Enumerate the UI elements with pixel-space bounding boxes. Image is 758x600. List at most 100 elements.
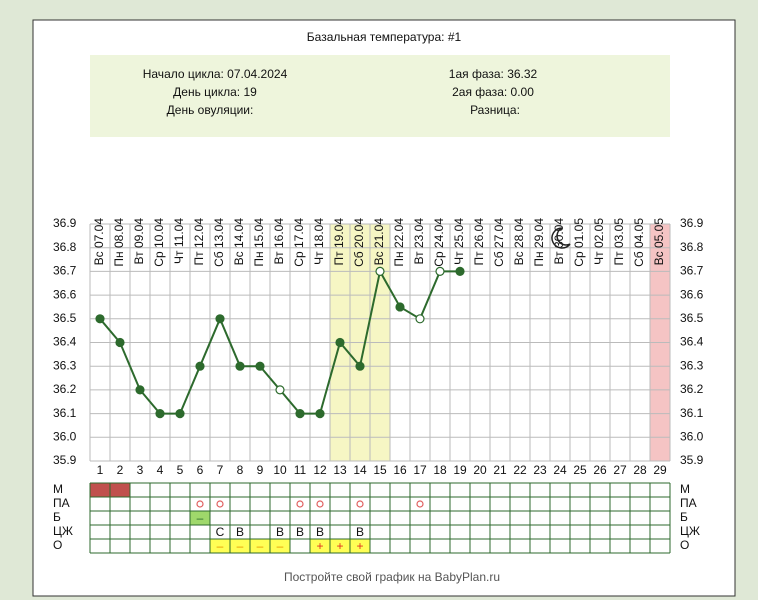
- moon-icon: [551, 227, 571, 249]
- x-tick-label: 9: [257, 463, 264, 477]
- cell-text: –: [257, 539, 264, 553]
- date-label: Сб 13.04: [212, 218, 226, 267]
- x-tick-label: 6: [197, 463, 204, 477]
- date-label: Пт 03.05: [612, 218, 626, 266]
- y-tick-label-right: 36.7: [680, 264, 704, 278]
- temperature-point: [415, 314, 425, 324]
- x-tick-label: 15: [373, 463, 387, 477]
- x-tick-label: 25: [573, 463, 587, 477]
- date-label: Пн 08.04: [112, 218, 126, 267]
- date-label: Чт 02.05: [592, 218, 606, 265]
- cell-text: В: [296, 525, 304, 539]
- y-tick-label-right: 36.1: [680, 406, 704, 420]
- cell-symbol: [296, 500, 304, 508]
- temperature-point: [175, 409, 185, 419]
- cell-text: В: [276, 525, 284, 539]
- phase2: 2ая фаза: 0.00: [452, 85, 534, 99]
- cell-text: +: [336, 539, 343, 553]
- y-tick-label-right: 36.4: [680, 335, 704, 349]
- cell-text: В: [356, 525, 364, 539]
- row-label: О: [53, 538, 62, 552]
- cell-text: В: [236, 525, 244, 539]
- temperature-point: [375, 266, 385, 276]
- ovulation-day: День овуляции:: [167, 103, 254, 117]
- temperature-point: [115, 337, 125, 348]
- x-tick-label: 13: [333, 463, 347, 477]
- y-tick-label-right: 36.8: [680, 240, 704, 254]
- cycle-day: День цикла: 19: [173, 85, 257, 99]
- date-label: Пт 19.04: [332, 218, 346, 266]
- x-tick-label: 1: [97, 463, 104, 477]
- x-tick-label: 14: [353, 463, 367, 477]
- x-tick-label: 28: [633, 463, 647, 477]
- y-tick-label: 36.8: [53, 240, 77, 254]
- cell-text: +: [356, 539, 363, 553]
- row-label: ЦЖ: [53, 524, 73, 538]
- temperature-point: [395, 302, 405, 312]
- date-label: Пн 22.04: [392, 218, 406, 267]
- temperature-point: [95, 314, 105, 324]
- y-tick-label-right: 36.2: [680, 382, 704, 396]
- cell-symbol: [196, 500, 204, 508]
- cell-fill: [270, 539, 290, 553]
- date-label: Пн 29.04: [532, 218, 546, 267]
- date-label: Ср 24.04: [432, 218, 446, 267]
- cell-fill: [210, 539, 230, 553]
- x-tick-label: 18: [433, 463, 447, 477]
- y-tick-label: 36.7: [53, 264, 77, 278]
- date-label: Сб 04.05: [632, 218, 646, 267]
- phase1: 1ая фаза: 36.32: [449, 67, 538, 81]
- date-label: Сб 20.04: [352, 218, 366, 267]
- row-label-right: ЦЖ: [680, 524, 700, 538]
- cell-fill: [230, 539, 250, 553]
- title: Базальная температура: #1: [307, 30, 462, 44]
- y-tick-label: 36.1: [53, 406, 77, 420]
- temperature-point: [255, 361, 265, 371]
- temperature-point: [235, 361, 245, 371]
- cell-text: –: [217, 539, 224, 553]
- footer: Постройте свой график на BabyPlan.ru: [284, 570, 500, 584]
- x-tick-label: 8: [237, 463, 244, 477]
- row-label: ПА: [53, 496, 70, 510]
- temperature-point: [215, 314, 225, 324]
- y-tick-label-right: 36.3: [680, 358, 704, 372]
- x-tick-label: 3: [137, 463, 144, 477]
- cell-fill: [110, 483, 130, 497]
- temperature-point: [155, 409, 165, 419]
- cell-text: С: [216, 525, 225, 539]
- temperature-point: [135, 385, 145, 395]
- y-tick-label: 36.9: [53, 216, 77, 230]
- x-tick-label: 12: [313, 463, 327, 477]
- date-label: Сб 27.04: [492, 218, 506, 267]
- x-tick-label: 29: [653, 463, 667, 477]
- x-tick-label: 24: [553, 463, 567, 477]
- temperature-point: [355, 361, 365, 371]
- y-tick-label-right: 36.6: [680, 287, 704, 301]
- date-label: Вс 05.05: [652, 218, 666, 266]
- x-tick-label: 10: [273, 463, 287, 477]
- x-tick-label: 26: [593, 463, 607, 477]
- x-tick-label: 21: [493, 463, 507, 477]
- cell-symbol: [356, 500, 364, 508]
- x-tick-label: 20: [473, 463, 487, 477]
- temperature-point: [275, 385, 285, 395]
- date-label: Пт 26.04: [472, 218, 486, 266]
- y-tick-label: 36.2: [53, 382, 77, 396]
- date-label: Вт 23.04: [412, 218, 426, 265]
- y-tick-label: 36.3: [53, 358, 77, 372]
- difference: Разница:: [470, 103, 520, 117]
- x-tick-label: 2: [117, 463, 124, 477]
- date-label: Вт 09.04: [132, 218, 146, 265]
- date-label: Чт 18.04: [312, 218, 326, 265]
- y-tick-label: 35.9: [53, 453, 77, 467]
- cell-fill: [190, 511, 210, 525]
- x-tick-label: 4: [157, 463, 164, 477]
- row-label-right: М: [680, 482, 690, 496]
- plot: 35.9 35.9 36.0 36.0 36.1 36.1 36.2 36.2 36.3 36.3…: [53, 216, 704, 554]
- date-label: Пт 12.04: [192, 218, 206, 266]
- y-tick-label: 36.5: [53, 311, 77, 325]
- y-tick-label-right: 35.9: [680, 453, 704, 467]
- cell-text: –: [277, 539, 284, 553]
- cell-text: –: [237, 539, 244, 553]
- cell-text: –: [197, 511, 204, 525]
